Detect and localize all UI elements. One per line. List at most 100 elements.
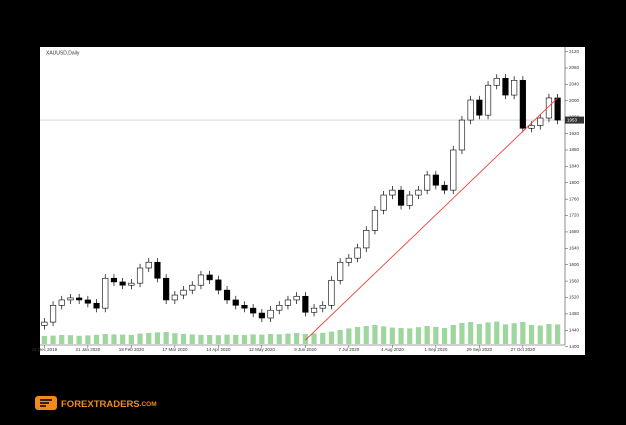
candle-body: [415, 189, 422, 196]
candle-body: [41, 321, 48, 326]
candle-body: [545, 97, 553, 119]
chart-window: [40, 47, 585, 355]
y-tick-label: 2040: [569, 82, 580, 87]
y-tick-label: 1640: [569, 246, 580, 251]
volume-bar: [555, 324, 561, 344]
volume-bar: [459, 323, 465, 344]
candle-body: [154, 261, 161, 279]
y-tick-label: 1560: [569, 278, 580, 283]
trendline: [305, 97, 558, 341]
candle-body: [354, 247, 361, 259]
candle-body: [476, 99, 483, 116]
volume-bar: [259, 334, 265, 344]
chart-title: XAUUSD,Daily: [46, 50, 80, 56]
candle-body: [84, 299, 91, 304]
candle-body: [49, 304, 57, 323]
volume-bar: [363, 326, 369, 344]
candle-body: [267, 309, 274, 319]
y-tick-label: 1800: [569, 180, 580, 185]
candle-body: [432, 174, 439, 186]
candle-body: [232, 299, 239, 306]
candle-body: [302, 295, 309, 313]
y-tick-label: 2120: [569, 49, 580, 54]
x-tick-label: 12 May 2020: [249, 347, 276, 352]
volume-bar: [520, 322, 526, 344]
volume-bar: [233, 334, 239, 344]
candle-body: [215, 279, 222, 291]
candle-body: [363, 229, 370, 249]
candle-body: [76, 297, 83, 301]
volume-bar: [546, 324, 552, 344]
volume-bar: [102, 334, 108, 344]
y-tick-label: 1520: [569, 295, 580, 300]
candle-body: [197, 274, 205, 286]
x-tick-label: 17 Mar 2020: [162, 347, 188, 352]
volume-bar: [485, 322, 491, 344]
candle-body: [458, 119, 466, 151]
logo: FOREXTRADERS.COM: [35, 396, 157, 410]
x-tick-label: 1 Sep 2020: [424, 347, 448, 352]
volume-bar: [276, 334, 282, 344]
y-tick-label: 1680: [569, 229, 580, 234]
candle-body: [389, 189, 396, 196]
y-tick-label: 1880: [569, 147, 580, 152]
candle-body: [145, 261, 152, 269]
volume-bar: [354, 327, 361, 344]
candle-body: [345, 257, 352, 263]
volume-bar: [328, 331, 335, 344]
candle-body: [337, 261, 344, 281]
volume-bar: [267, 334, 274, 344]
current-price-box: [565, 116, 584, 124]
candle-body: [450, 149, 457, 191]
volume-bar: [172, 333, 178, 344]
volume-bar: [294, 333, 300, 344]
candle-body: [284, 299, 292, 306]
volume-bar: [424, 326, 430, 344]
volume-bar: [50, 335, 56, 344]
candle-body: [163, 277, 170, 301]
logo-text: FOREXTRADERS.COM: [61, 399, 157, 410]
candle-body: [223, 289, 231, 301]
logo-suffix: .COM: [140, 401, 157, 408]
x-tick-label: 27 Oct 2020: [511, 347, 536, 352]
volume-bar: [67, 335, 74, 344]
volume-bar: [59, 335, 65, 344]
y-tick-label: 1400: [569, 344, 580, 349]
candle-body: [380, 194, 387, 211]
volume-bar: [389, 327, 395, 344]
candle-body: [537, 117, 544, 126]
y-tick-label: 1760: [569, 196, 580, 201]
candle-body: [102, 277, 109, 309]
candle-body: [93, 302, 100, 309]
volume-bar: [450, 325, 456, 344]
y-tick-label: 1840: [569, 164, 580, 169]
volume-bar: [433, 326, 439, 344]
x-tick-label: 9 Jun 2020: [294, 347, 317, 352]
candle-body: [276, 304, 283, 311]
volume-bar: [198, 334, 204, 344]
candle-body: [554, 97, 561, 121]
y-tick-label: 2080: [569, 65, 580, 70]
y-tick-label: 1480: [569, 311, 580, 316]
volume-bar: [468, 322, 474, 344]
y-tick-label: 1600: [569, 262, 580, 267]
volume-bar: [154, 332, 161, 344]
candle-body: [467, 99, 474, 121]
volume-bar: [41, 336, 47, 344]
volume-bar: [85, 335, 91, 344]
candle-body: [511, 80, 518, 96]
candle-body: [250, 307, 257, 314]
volume-bar: [189, 334, 195, 344]
volume-bar: [372, 325, 378, 344]
x-tick-label: 24 Dec 2019: [32, 347, 58, 352]
candle-body: [128, 282, 135, 286]
candle-body: [293, 295, 300, 301]
candle-body: [119, 281, 126, 286]
volume-bar: [215, 335, 221, 344]
volume-bar: [346, 328, 352, 344]
y-tick-label: 1440: [569, 327, 580, 332]
current-price-label: 1953: [567, 117, 578, 122]
volume-bar: [207, 335, 213, 344]
candle-body: [136, 267, 144, 284]
